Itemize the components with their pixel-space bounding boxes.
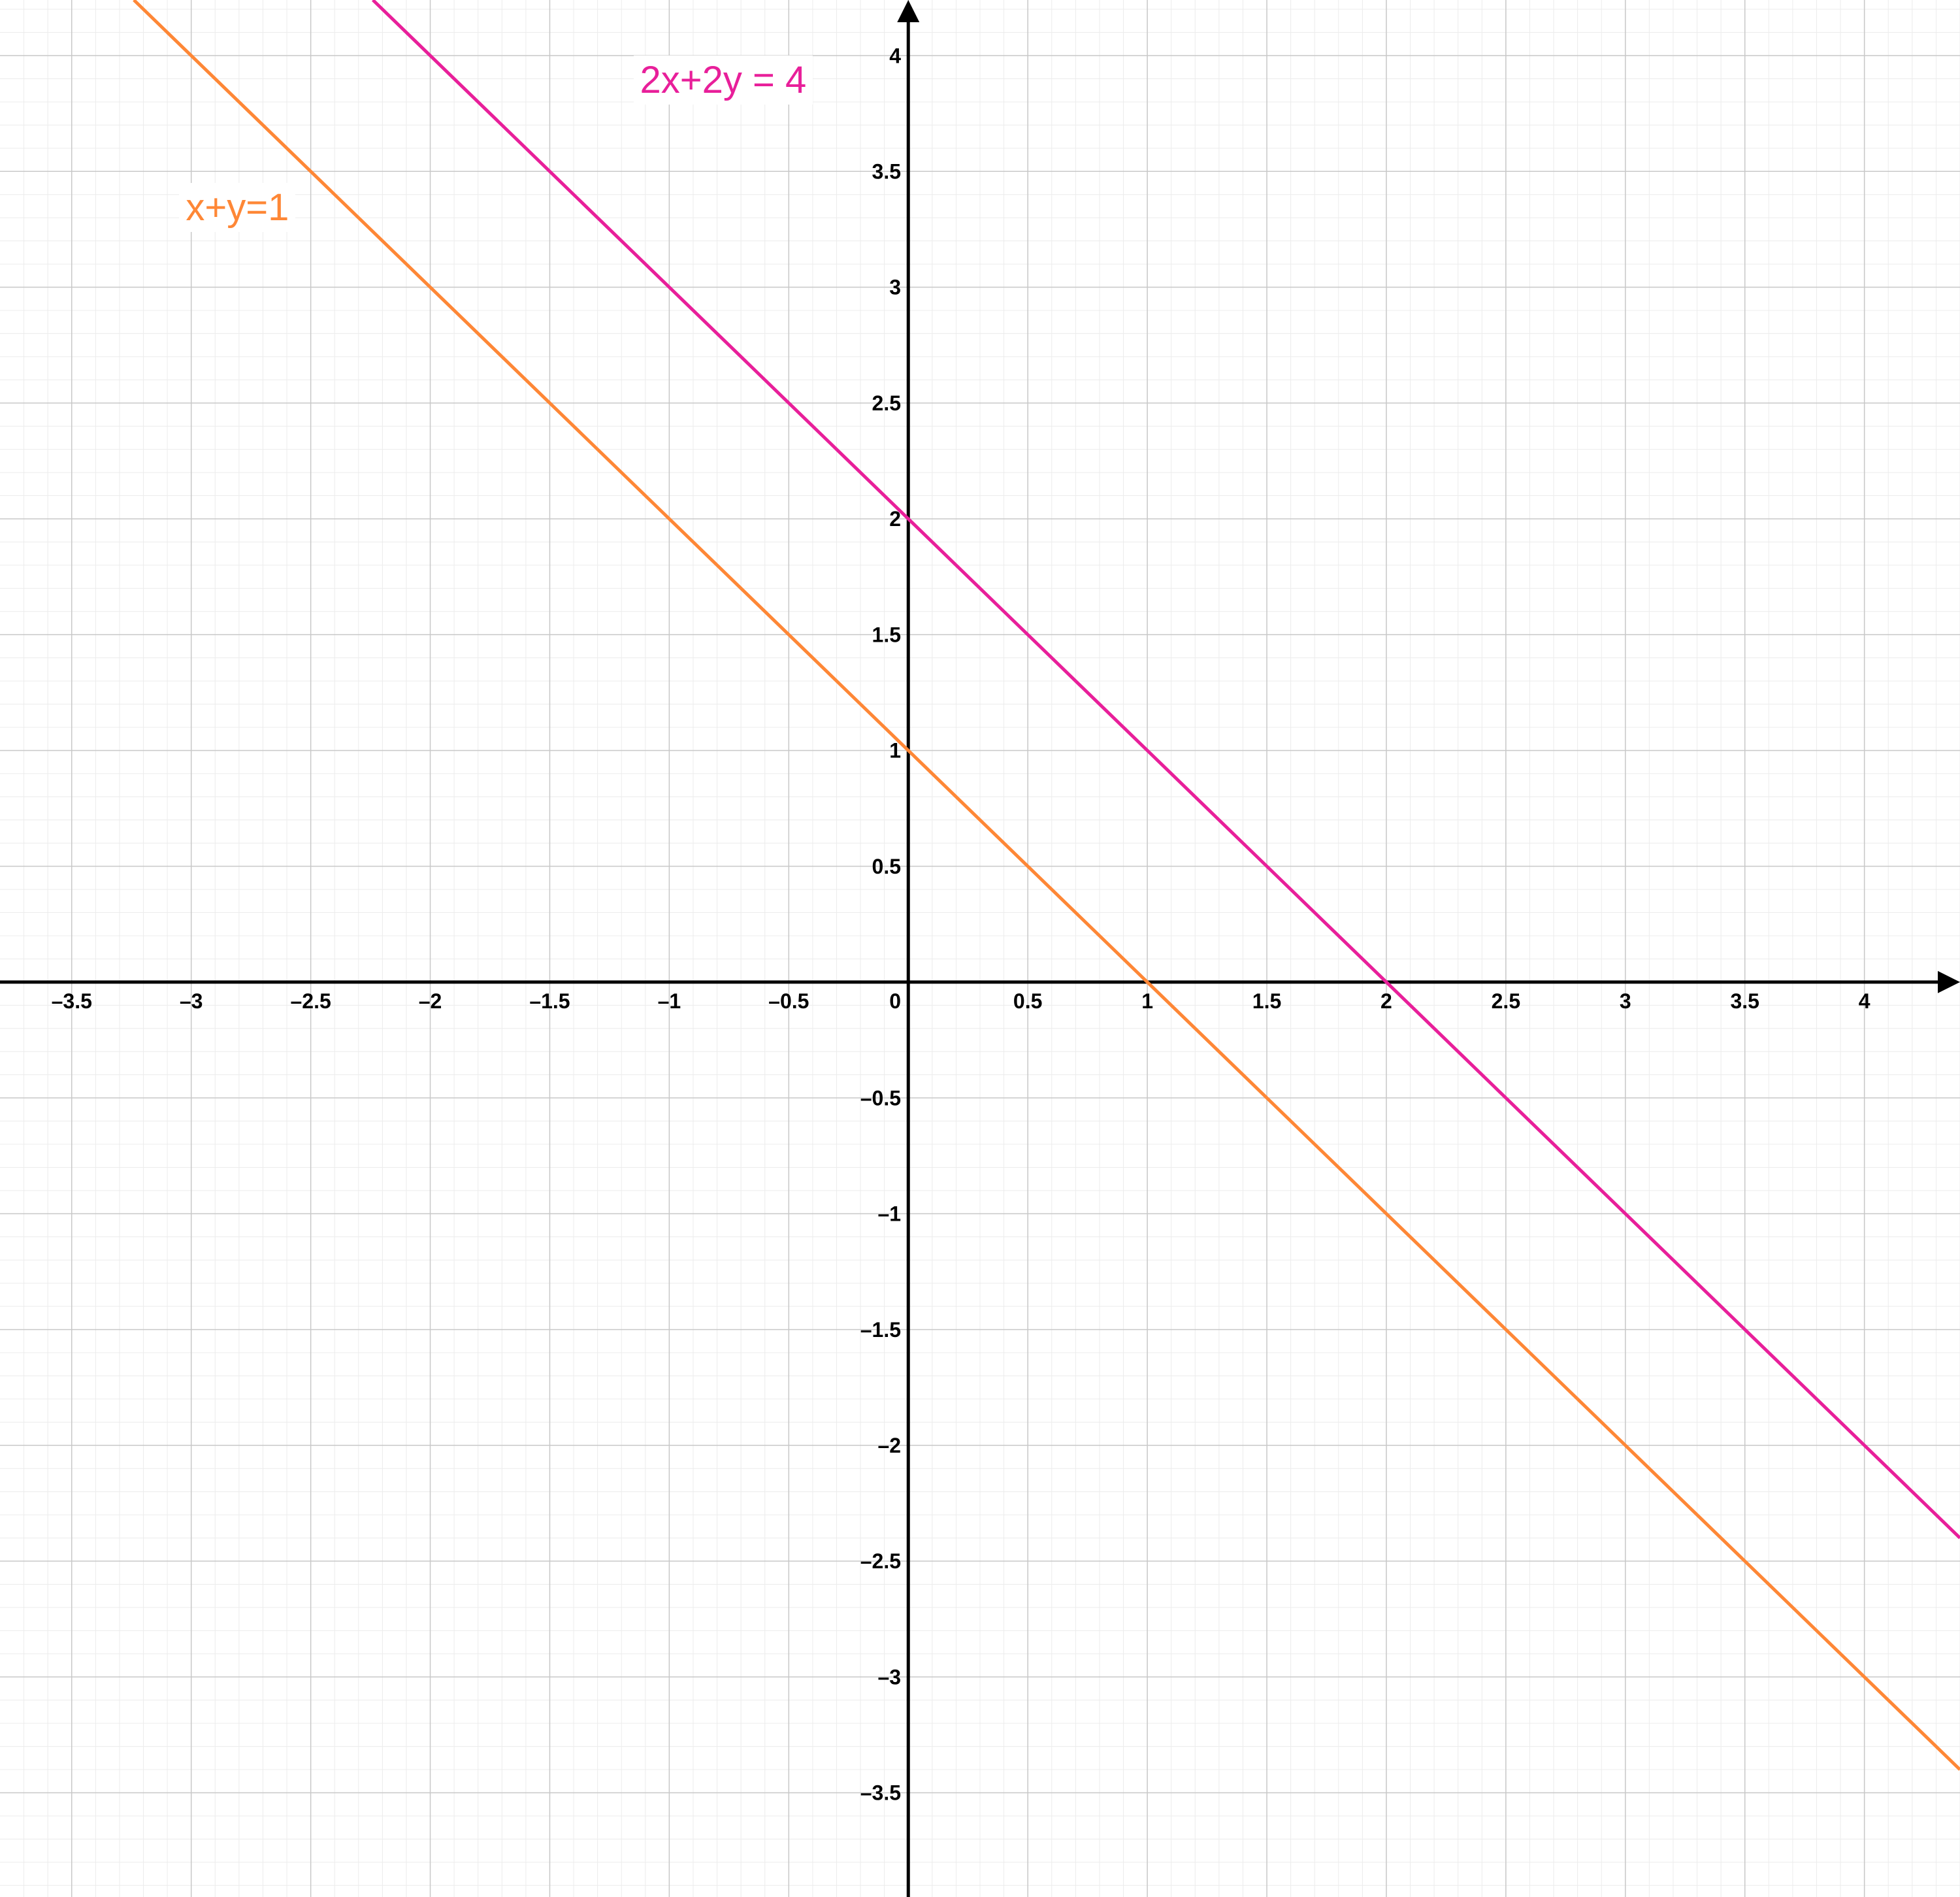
- svg-text:1.5: 1.5: [1252, 989, 1281, 1013]
- svg-text:2.5: 2.5: [1492, 989, 1520, 1013]
- svg-text:–1: –1: [658, 989, 681, 1013]
- svg-text:–1: –1: [877, 1202, 901, 1226]
- equation-label-1: x+y=1: [179, 183, 295, 232]
- svg-text:4: 4: [1859, 989, 1870, 1013]
- linear-equations-chart: –3.5 –3 –2.5 –2 –1.5 –1 –0.5 0 0.5 1 1.5 2 2.5 3 3.5 4 –…: [0, 0, 1960, 1897]
- equation-label-2-text: 2x+2y = 4: [640, 59, 807, 101]
- svg-text:–0.5: –0.5: [768, 989, 809, 1013]
- equation-label-1-text: x+y=1: [186, 186, 289, 229]
- svg-text:–2.5: –2.5: [860, 1549, 901, 1573]
- svg-text:–3.5: –3.5: [52, 989, 92, 1013]
- equation-label-2: 2x+2y = 4: [634, 56, 813, 105]
- svg-text:–2: –2: [419, 989, 442, 1013]
- svg-text:–3: –3: [180, 989, 203, 1013]
- svg-text:–1.5: –1.5: [529, 989, 570, 1013]
- svg-text:2.5: 2.5: [872, 391, 901, 415]
- svg-text:–3.5: –3.5: [860, 1781, 901, 1805]
- svg-text:0.5: 0.5: [1013, 989, 1042, 1013]
- svg-text:–0.5: –0.5: [860, 1086, 901, 1110]
- svg-text:–2: –2: [877, 1434, 901, 1457]
- svg-text:–1.5: –1.5: [860, 1318, 901, 1342]
- svg-text:3: 3: [1620, 989, 1631, 1013]
- svg-text:–3: –3: [877, 1665, 901, 1689]
- svg-text:0: 0: [889, 989, 901, 1013]
- svg-text:1: 1: [1141, 989, 1153, 1013]
- svg-text:0.5: 0.5: [872, 855, 901, 878]
- svg-text:4: 4: [889, 44, 901, 67]
- chart-svg: –3.5 –3 –2.5 –2 –1.5 –1 –0.5 0 0.5 1 1.5 2 2.5 3 3.5 4 –…: [0, 0, 1960, 1897]
- svg-text:–2.5: –2.5: [290, 989, 331, 1013]
- svg-text:2: 2: [1380, 989, 1392, 1013]
- svg-text:3.5: 3.5: [1730, 989, 1759, 1013]
- svg-text:3.5: 3.5: [872, 159, 901, 183]
- svg-text:1.5: 1.5: [872, 623, 901, 646]
- svg-text:3: 3: [889, 276, 901, 299]
